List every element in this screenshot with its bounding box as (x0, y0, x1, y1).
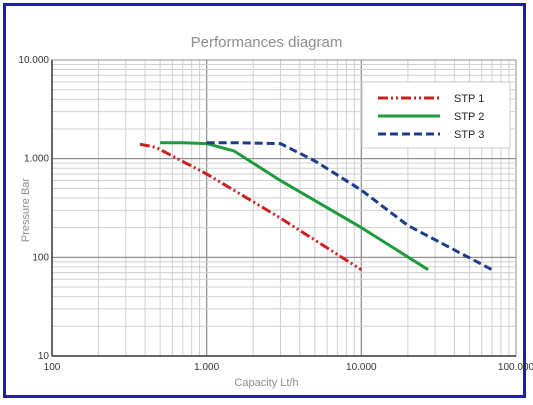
series-line-1 (139, 142, 363, 271)
y-tick-label: 1.000 (24, 154, 49, 165)
x-tick-label: 100.000 (498, 362, 533, 373)
legend-label-1: STP 1 (454, 93, 484, 105)
chart-series (139, 141, 493, 272)
series-line-2 (160, 141, 429, 271)
legend-label-2: STP 2 (454, 111, 484, 123)
chart-legend: STP 1 STP 2 STP 3 (361, 81, 511, 149)
x-tick-label: 10.000 (346, 362, 377, 373)
legend-label-3: STP 3 (454, 129, 484, 141)
series-line-3 (206, 141, 493, 272)
y-tick-label: 100 (32, 252, 49, 263)
x-tick-label: 1.000 (194, 362, 219, 373)
x-axis-label: Capacity Lt/h (234, 377, 299, 389)
x-tick-label: 100 (44, 362, 61, 373)
y-tick-label: 10.000 (18, 55, 49, 66)
y-tick-label: 10 (38, 351, 50, 362)
chart-title: Performances diagram (190, 34, 343, 51)
chart-axes (51, 60, 516, 357)
